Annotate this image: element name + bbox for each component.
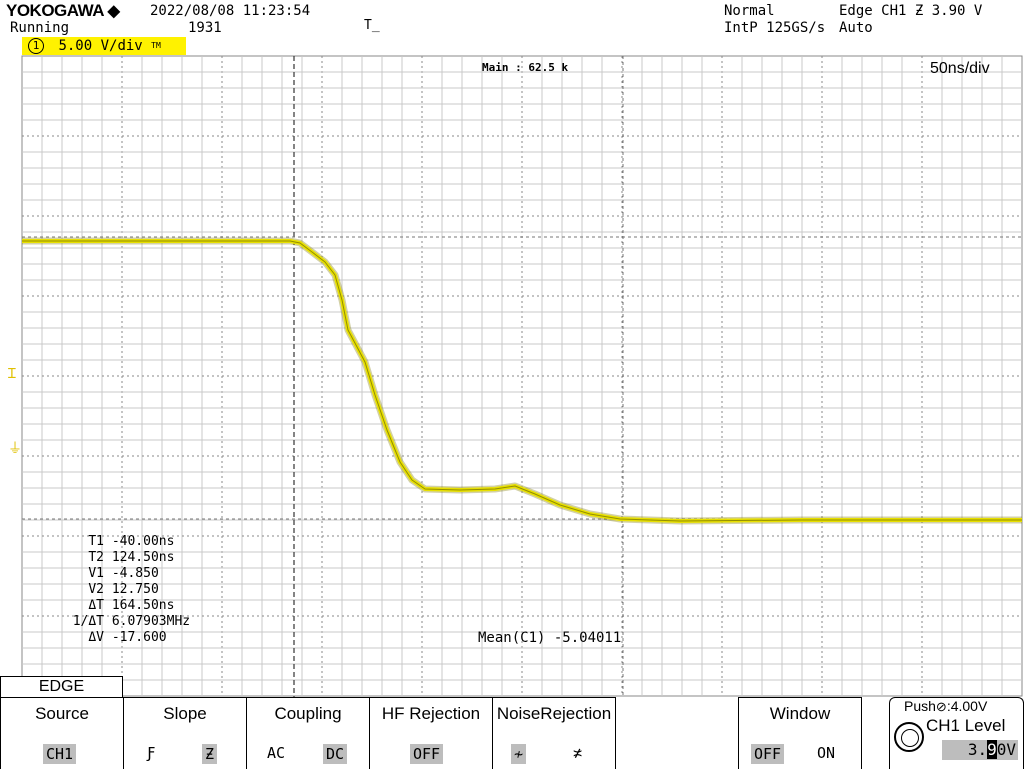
cursor-row: V1 -4.850 (88, 566, 159, 581)
source-title: Source (35, 704, 89, 723)
brand-diamond-icon: ◆ (107, 3, 120, 20)
falling-edge-icon[interactable]: Ƶ (202, 744, 218, 764)
empty-menu-slot (615, 697, 739, 768)
edge-tab[interactable]: EDGE (0, 676, 123, 697)
trigger-level: 3.90 V (931, 3, 983, 19)
push-label: Push⊘:4.00V (904, 698, 988, 714)
trigger-level-marker-icon[interactable]: Ɪ (8, 366, 16, 382)
channel-number-circle: 1 (28, 38, 44, 54)
hf-rejection-value[interactable]: OFF (410, 744, 444, 764)
window-menu[interactable]: Window OFF ON (738, 697, 862, 769)
coupling-ac[interactable]: AC (267, 744, 286, 762)
trigger-source: Edge CH1 (839, 3, 907, 19)
acquisition-count: 1931 (188, 20, 222, 36)
main-record-length: Main : 62.5 k (482, 61, 569, 74)
cursor-row: ΔV -17.600 (88, 630, 167, 645)
cursor-row: V2 12.750 (88, 582, 159, 597)
source-menu[interactable]: Source CH1 (0, 697, 124, 769)
rotary-knob-icon[interactable] (894, 722, 924, 752)
mean-measurement: Mean(C1) -5.04011 (478, 630, 622, 646)
hf-rejection-title: HF Rejection (381, 704, 481, 723)
run-status: Running (10, 20, 70, 36)
noise-rejection-title: NoiseRejection (496, 704, 612, 723)
channel-scale-badge[interactable]: 1 5.00 V/div TM (22, 37, 186, 55)
timebase: 50ns/div (930, 60, 990, 77)
trace-core (22, 240, 1022, 522)
brand-text: YOKOGAWA (6, 1, 104, 20)
ch1-trace (22, 237, 1022, 525)
cursor-row: 1/ΔT 6.07903MHz (72, 614, 191, 629)
trigger-position-icon: T̲ (364, 18, 380, 33)
graticule (21, 55, 1023, 697)
source-value[interactable]: CH1 (43, 744, 77, 764)
falling-edge-icon: Ƶ (914, 3, 924, 19)
brand-logo: YOKOGAWA ◆ (6, 1, 120, 21)
coupling-dc[interactable]: DC (323, 744, 348, 764)
window-on[interactable]: ON (817, 744, 836, 762)
rising-edge-icon[interactable]: Ƒ (146, 744, 156, 762)
slope-title: Slope (163, 704, 207, 723)
ch1-level-menu[interactable]: Push⊘:4.00V CH1 Level 3.90V (889, 697, 1024, 769)
datetime: 2022/08/08 11:23:54 (150, 3, 311, 19)
noise-on-icon[interactable]: ≁ (511, 744, 527, 764)
noise-rejection-menu[interactable]: NoiseRejection ≁ ≭ (492, 697, 616, 769)
channel-suffix: TM (151, 41, 161, 50)
acquisition-mode: Normal (724, 3, 775, 19)
window-off[interactable]: OFF (751, 744, 785, 764)
coupling-menu[interactable]: Coupling AC DC (246, 697, 370, 769)
sample-rate: IntP 125GS/s (724, 20, 826, 36)
knob-push-icon: ⊘ (935, 699, 947, 714)
window-title: Window (769, 704, 831, 723)
coupling-title: Coupling (274, 704, 342, 723)
cursor-readout: T1 -40.00ns T2 124.50ns V1 -4.850 V2 12.… (66, 534, 190, 646)
trigger-mode: Auto (839, 20, 873, 36)
level-title: CH1 Level (926, 716, 1006, 735)
noise-off-icon[interactable]: ≭ (573, 744, 583, 762)
slope-menu[interactable]: Slope Ƒ Ƶ (123, 697, 247, 769)
cursor-row: T2 124.50ns (88, 550, 175, 565)
cursor-row: T1 -40.00ns (88, 534, 175, 549)
level-value[interactable]: 3.90V (942, 740, 1018, 760)
trigger-info: Edge CH1 Ƶ 3.90 V (839, 3, 982, 19)
hf-rejection-menu[interactable]: HF Rejection OFF (369, 697, 493, 769)
ground-marker-icon[interactable]: ⏚ (8, 441, 22, 457)
cursor-row: ΔT 164.50ns (88, 598, 175, 613)
channel-scale: 5.00 V/div (58, 38, 143, 54)
